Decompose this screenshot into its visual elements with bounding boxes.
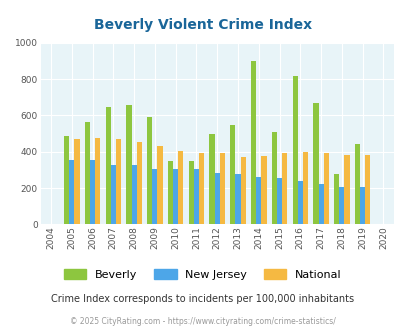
Bar	[105, 107, 111, 224]
Bar	[111, 165, 116, 224]
Bar	[359, 187, 364, 224]
Bar	[302, 152, 307, 224]
Text: © 2025 CityRating.com - https://www.cityrating.com/crime-statistics/: © 2025 CityRating.com - https://www.city…	[70, 317, 335, 326]
Bar	[157, 147, 162, 224]
Bar	[198, 153, 204, 224]
Bar	[339, 187, 343, 224]
Text: Crime Index corresponds to incidents per 100,000 inhabitants: Crime Index corresponds to incidents per…	[51, 294, 354, 304]
Bar	[318, 183, 323, 224]
Bar	[281, 153, 287, 224]
Bar	[69, 160, 74, 224]
Bar	[271, 132, 276, 224]
Bar	[95, 138, 100, 224]
Bar	[178, 151, 183, 224]
Bar	[188, 161, 193, 224]
Bar	[74, 139, 79, 224]
Bar	[323, 153, 328, 224]
Bar	[131, 165, 136, 224]
Bar	[173, 169, 178, 224]
Bar	[85, 122, 90, 224]
Bar	[64, 136, 69, 224]
Bar	[167, 161, 173, 224]
Legend: Beverly, New Jersey, National: Beverly, New Jersey, National	[60, 265, 345, 284]
Bar	[209, 134, 214, 224]
Bar	[261, 156, 266, 224]
Bar	[147, 117, 152, 224]
Bar	[230, 124, 235, 224]
Bar	[214, 173, 219, 224]
Bar	[364, 154, 369, 224]
Bar	[343, 154, 349, 224]
Bar	[90, 160, 95, 224]
Bar	[276, 178, 281, 224]
Text: Beverly Violent Crime Index: Beverly Violent Crime Index	[94, 18, 311, 32]
Bar	[219, 153, 224, 224]
Bar	[256, 177, 261, 224]
Bar	[136, 142, 141, 224]
Bar	[116, 139, 121, 224]
Bar	[250, 61, 256, 224]
Bar	[152, 169, 157, 224]
Bar	[354, 144, 359, 224]
Bar	[235, 174, 240, 224]
Bar	[240, 157, 245, 224]
Bar	[292, 76, 297, 224]
Bar	[333, 174, 339, 224]
Bar	[126, 105, 131, 224]
Bar	[313, 103, 318, 224]
Bar	[297, 181, 302, 224]
Bar	[193, 169, 198, 224]
